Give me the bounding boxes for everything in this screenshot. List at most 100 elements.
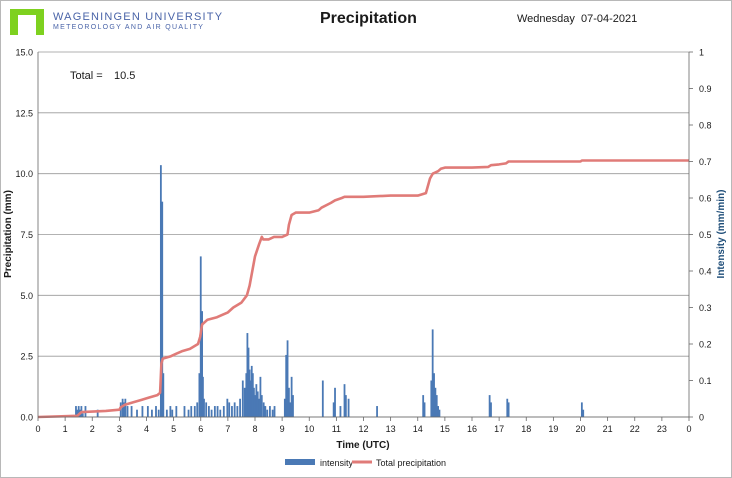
intensity-bar	[250, 365, 253, 417]
intensity-bar	[228, 402, 231, 417]
intensity-bar	[76, 409, 79, 417]
x-tick-label: 0	[35, 424, 40, 434]
legend-total-label: Total precipitation	[376, 458, 446, 468]
legend-intensity-swatch	[285, 459, 315, 465]
intensity-bar	[243, 387, 246, 417]
gridlines	[38, 51, 689, 418]
org-name: WAGENINGEN UNIVERSITY	[53, 11, 224, 23]
intensity-bar	[77, 406, 80, 417]
y2-tick-label: 0.8	[699, 121, 712, 131]
x-tick-label: 5	[171, 424, 176, 434]
intensity-bar	[246, 333, 249, 417]
intensity-bar	[248, 369, 251, 417]
y2-tick-label: 0.3	[699, 303, 712, 313]
y2-tick-label: 0.4	[699, 267, 712, 277]
intensity-bar	[435, 395, 438, 417]
intensity-bar	[205, 402, 208, 417]
intensity-bar	[347, 398, 350, 417]
intensity-bar	[260, 395, 263, 417]
intensity-bar	[123, 402, 126, 417]
intensity-bar	[339, 406, 342, 417]
intensity-bar	[219, 409, 222, 417]
intensity-bar	[269, 406, 271, 417]
intensity-bar	[210, 409, 213, 417]
intensity-bar	[202, 376, 204, 417]
intensity-bar	[236, 406, 239, 417]
x-tick-label: 18	[521, 424, 531, 434]
x-tick-label: 6	[198, 424, 203, 434]
y2-tick-label: 0.1	[699, 376, 712, 386]
intensity-bar	[216, 406, 219, 417]
x-tick-label: 17	[494, 424, 504, 434]
y-tick-label: 2.5	[20, 352, 33, 362]
intensity-bar	[433, 373, 435, 417]
intensity-bar	[196, 402, 199, 417]
intensity-bar	[222, 406, 225, 417]
intensity-bar	[175, 406, 178, 417]
total-value: 10.5	[114, 70, 135, 82]
x-tick-label: 10	[304, 424, 314, 434]
intensity-bar	[423, 402, 426, 417]
intensity-bar	[271, 409, 274, 417]
intensity-bar	[259, 376, 262, 417]
x-tick-label: 1	[63, 424, 68, 434]
intensity-bar	[146, 406, 149, 417]
intensity-bar	[422, 395, 425, 417]
intensity-bar	[258, 398, 260, 417]
intensity-bar	[213, 406, 216, 417]
total-label: Total =	[70, 70, 103, 82]
legend: intensity Total precipitation	[285, 458, 446, 468]
intensity-bar	[183, 406, 186, 417]
intensity-bar	[247, 347, 250, 417]
intensity-bar	[141, 406, 144, 417]
intensity-bar	[124, 398, 127, 417]
intensity-bar	[241, 380, 244, 417]
intensity-bar	[273, 406, 276, 417]
y-tick-label: 7.5	[20, 230, 33, 240]
intensity-bar	[580, 402, 583, 417]
x-tick-label: 21	[603, 424, 613, 434]
intensity-bar	[288, 387, 290, 417]
intensity-bar	[438, 409, 441, 417]
x-tick-label: 2	[90, 424, 95, 434]
y2-tick-label: 0.2	[699, 340, 712, 350]
x-tick-label: 0	[686, 424, 691, 434]
intensity-bar	[121, 398, 124, 417]
intensity-bar	[376, 406, 378, 417]
intensity-bar	[437, 406, 439, 417]
intensity-bar	[75, 406, 77, 417]
intensity-bar	[488, 395, 491, 417]
intensity-bar	[262, 402, 265, 417]
intensity-bar	[430, 380, 433, 417]
y2-tick-label: 0.7	[699, 157, 712, 167]
intensity-bar	[292, 395, 294, 417]
total-precipitation-line	[37, 159, 689, 419]
x-tick-label: 8	[252, 424, 257, 434]
y-tick-label: 12.5	[15, 108, 33, 118]
intensity-bar	[251, 373, 254, 417]
intensity-bar	[290, 376, 293, 417]
intensity-bar	[171, 409, 174, 417]
intensity-bar	[253, 387, 255, 417]
intensity-bar	[332, 402, 335, 417]
intensity-bar	[126, 406, 129, 417]
x-tick-label: 23	[657, 424, 667, 434]
y-tick-label: 10.0	[15, 169, 33, 179]
weekday-label: Wednesday	[517, 13, 575, 25]
intensity-bar	[190, 406, 193, 417]
x-tick-label: 15	[440, 424, 450, 434]
intensity-bar	[231, 406, 233, 417]
intensity-bar	[201, 311, 204, 417]
intensity-bar	[239, 398, 241, 417]
logo-square-icon	[10, 9, 44, 35]
intensity-bar	[256, 391, 259, 417]
intensity-bar	[187, 409, 190, 417]
axes: 0.0 2.5 5.0 7.5 10.0 12.5 15.0 0 0.1 0.2 0.3 0.4 0.5…	[15, 48, 711, 435]
intensity-bar	[245, 373, 248, 417]
intensity-bar	[582, 409, 585, 417]
intensity-bar	[226, 398, 229, 417]
intensity-bar	[193, 406, 196, 417]
university-logo	[10, 9, 44, 35]
intensity-bar	[169, 406, 172, 417]
intensity-bar	[207, 406, 210, 417]
